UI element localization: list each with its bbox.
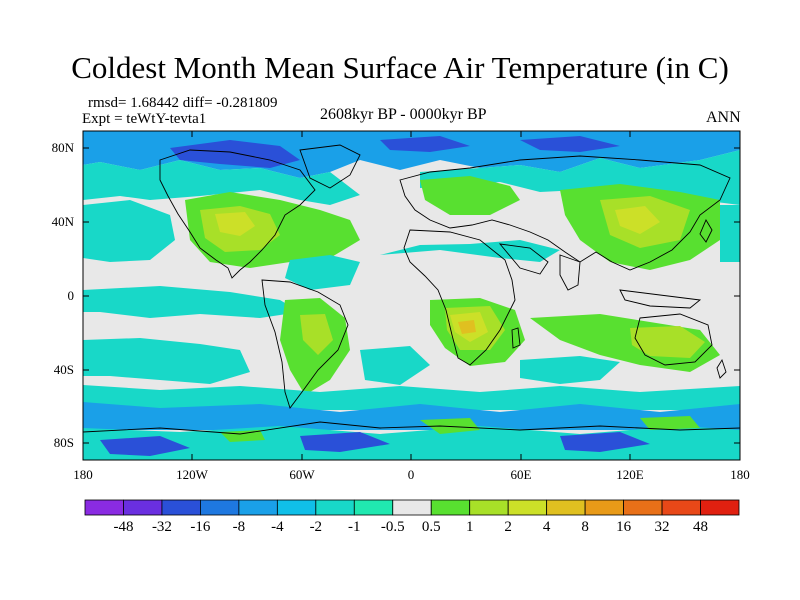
pacific-cyan: [83, 200, 740, 262]
colorbar-box: [200, 499, 240, 516]
antarctic-green-patches: [220, 416, 700, 442]
coast-arabia-india: [498, 243, 581, 291]
colorbar-label: -32: [151, 519, 172, 535]
south-atlantic-cyan: [360, 346, 430, 385]
colorbar-box: [238, 499, 278, 516]
equatorial-cyan: [83, 286, 300, 318]
colorbar-box: [700, 499, 740, 516]
colorbar-box: [161, 499, 201, 516]
colorbar-box: [353, 499, 394, 516]
colorbar: [84, 499, 740, 516]
north-asia-cyan: [420, 150, 740, 205]
asia-hot: [615, 206, 660, 234]
north-america-hot: [215, 212, 255, 236]
southern-ocean-blue: [83, 402, 740, 430]
coast-north-america: [159, 149, 316, 279]
colorbar-box: [430, 499, 471, 516]
south-indian-cyan: [520, 356, 620, 384]
coastlines: [83, 144, 740, 435]
lon-label-60e: 60E: [510, 467, 532, 482]
colorbar-box: [84, 499, 124, 516]
colorbar-label: -2: [309, 519, 323, 535]
colorbar-label: 32: [654, 519, 670, 535]
lon-label-120w: 120W: [176, 467, 208, 482]
lon-label-180-east: 180: [730, 467, 750, 482]
colorbar-box: [123, 499, 163, 516]
coast-japan-nz: [699, 219, 727, 379]
africa-hottest: [458, 320, 476, 334]
colorbar-box: [276, 499, 317, 516]
colorbar-label: -0.5: [380, 519, 405, 535]
colorbar-label: 8: [581, 519, 589, 535]
colorbar-label: -1: [348, 519, 361, 535]
colorbar-label: 48: [693, 519, 709, 535]
coast-indonesia: [619, 289, 702, 309]
south-america-core: [300, 314, 333, 355]
coast-australia: [634, 313, 713, 366]
lon-label-180-west: 180: [73, 467, 93, 482]
coast-europe-asia: [399, 155, 731, 271]
colorbar-box: [623, 499, 663, 516]
colorbar-box: [315, 499, 355, 516]
lat-label-40n: 40N: [51, 214, 74, 229]
southern-ocean-cyan: [83, 385, 740, 410]
colorbar-label: -4: [271, 519, 284, 535]
axis-ticks: [83, 131, 740, 460]
lon-label-120e: 120E: [616, 467, 644, 482]
arabia-cyan: [380, 240, 560, 262]
coast-madagascar: [511, 327, 521, 349]
colorbar-box: [584, 499, 624, 516]
stats-label: rmsd= 1.68442 diff= -0.281809: [88, 95, 278, 111]
lat-label-80s: 80S: [53, 435, 74, 450]
south-pacific-cyan: [83, 338, 250, 384]
antarctic-blue-patches: [100, 432, 650, 456]
colorbar-box: [546, 499, 586, 516]
experiment-label: Expt = teWtY-tevta1: [82, 111, 207, 127]
colorbar-label: 1: [465, 519, 474, 535]
australia-core: [630, 326, 705, 358]
map-field: [83, 131, 740, 460]
period-label: 2608kyr BP - 0000kyr BP: [320, 106, 487, 123]
coast-africa: [403, 229, 516, 366]
lat-label-40s: 40S: [53, 362, 74, 377]
coast-south-america: [261, 279, 349, 409]
atlantic-cyan: [285, 255, 360, 290]
colorbar-label: -16: [190, 519, 211, 535]
colorbar-label: -8: [232, 519, 246, 535]
arctic-deep-blue: [170, 136, 620, 168]
colorbar-box: [661, 499, 701, 516]
lat-label-0: 0: [67, 288, 75, 303]
colorbar-label: -48: [113, 519, 134, 535]
coast-antarctica: [83, 421, 740, 435]
colorbar-box: [469, 499, 509, 516]
season-label: ANN: [706, 109, 741, 126]
coast-greenland: [299, 144, 361, 189]
lon-label-0: 0: [407, 467, 415, 482]
colorbar-box: [507, 499, 548, 516]
colorbar-label: 0.5: [421, 519, 441, 535]
arctic-cyan-band: [83, 160, 360, 205]
colorbar-box: [392, 499, 432, 516]
map-title: Coldest Month Mean Surface Air Temperatu…: [71, 50, 729, 85]
lon-label-60w: 60W: [289, 467, 315, 482]
colorbar-label: 4: [542, 519, 551, 535]
europe-warm: [420, 176, 520, 215]
colorbar-label: 16: [616, 519, 632, 535]
colorbar-label: 2: [504, 519, 512, 535]
lat-label-80n: 80N: [51, 140, 74, 155]
